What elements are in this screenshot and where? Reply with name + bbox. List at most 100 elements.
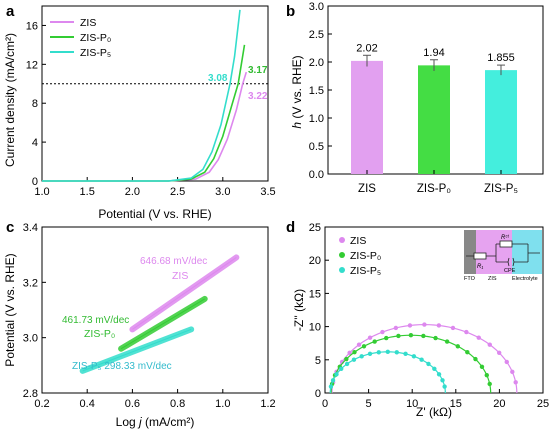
panel-d-data-point — [330, 378, 336, 383]
panel-c-y-tick-label: 2.8 — [23, 388, 38, 400]
panel-d-data-point — [510, 369, 515, 375]
panel-d-y-tick-label: 15 — [309, 288, 321, 300]
panel-d-data-point — [359, 354, 364, 359]
legend-label-zis-p0: ZIS-P₀ — [350, 250, 381, 262]
panel-a-xlabel: Potential (V vs. RHE) — [98, 207, 211, 221]
panel-d-data-point — [476, 335, 481, 340]
inset-resistor-rct — [499, 240, 513, 248]
panel-c-y-tick-label: 3.0 — [23, 333, 38, 345]
bar-value-label: 1.855 — [487, 52, 515, 64]
panel-d-y-tick-label: 5 — [315, 355, 321, 367]
panel-a-letter: a — [6, 3, 15, 20]
panel-a-x-tick-label: 3.5 — [260, 186, 275, 198]
panel-d-data-point — [352, 349, 357, 355]
inset-cpe-symbol — [507, 257, 515, 267]
panel-b-y-tick-label: 0.5 — [309, 141, 324, 153]
panel-b: b 0.0 0.5 1.0 1.5 2.0 2.5 3.0 2.02 ZIS 1.94 ZIS-P… — [286, 1, 544, 195]
bar-category-label: ZIS-P₀ — [417, 183, 451, 195]
legend-label-zis-p0: ZIS-P₀ — [80, 32, 111, 44]
panel-d-y-tick-label: 20 — [309, 255, 321, 267]
panel-d-data-point — [436, 372, 442, 377]
panel-b-y-tick-label: 2.0 — [309, 57, 324, 69]
panel-a-x-tick-label: 1.5 — [80, 186, 95, 198]
panel-d-x-tick-label: 10 — [406, 398, 418, 410]
bar — [418, 65, 450, 174]
panel-d-data-point — [487, 342, 492, 347]
inset-zis-region — [476, 230, 512, 274]
panel-d-data-point — [464, 329, 469, 335]
name-label-zis-p5: ZIS-P₅ — [72, 361, 102, 372]
inset-label-fto: FTO — [464, 276, 476, 282]
annotation-3-17: 3.17 — [248, 65, 268, 76]
panel-a-x-tick-label: 2.0 — [125, 186, 140, 198]
panel-d-data-point — [465, 349, 470, 355]
slope-label-zis-p5: 298.33 mV/dec — [104, 361, 171, 372]
panel-d-data-point — [380, 329, 385, 335]
panel-b-y-tick-label: 1.5 — [309, 85, 324, 97]
panel-d-x-tick-label: 20 — [493, 398, 505, 410]
panel-a-y-ticks: 0 4 8 12 16 — [26, 20, 46, 188]
panel-a-y-tick-label: 12 — [26, 59, 38, 71]
panel-d-x-tick-label: 25 — [537, 398, 549, 410]
bar-category-label: ZIS-P₅ — [484, 183, 518, 195]
panel-c-fit-line — [82, 328, 192, 372]
panel-b-y-tick-label: 1.0 — [309, 113, 324, 125]
panel-c: c 0.2 0.4 0.6 0.8 1.0 1.2 2.8 3.0 3.2 3.4 Log j … — [3, 219, 276, 429]
panel-d-data-point — [393, 325, 399, 331]
name-label-zis: ZIS — [172, 270, 188, 282]
panel-c-ylabel: Potential (V vs. RHE) — [3, 253, 17, 366]
panel-a-x-tick-label: 3.0 — [215, 186, 230, 198]
legend-label-zis: ZIS — [80, 17, 96, 29]
panel-d-data-point — [484, 372, 489, 378]
bar-value-label: 2.02 — [356, 42, 377, 54]
bar — [351, 60, 383, 174]
panel-c-x-tick-label: 1.2 — [260, 398, 275, 410]
panel-d-data-point — [356, 342, 362, 347]
panel-a-ylabel: Current density (mA/cm²) — [3, 33, 17, 167]
panel-d-data-point — [496, 350, 502, 356]
panel-d-x-tick-label: 15 — [450, 398, 462, 410]
bar — [485, 70, 517, 174]
panel-d-data-point — [479, 364, 485, 369]
panel-d-data-point — [440, 378, 445, 383]
panel-a-frame — [41, 5, 269, 182]
panel-d-data-point — [513, 380, 518, 385]
inset-label-electrolyte: Electrolyte — [512, 276, 538, 282]
panel-d-frame — [324, 226, 544, 394]
slope-label-zis: 646.68 mV/dec — [140, 256, 207, 267]
equivalent-circuit-inset: R₁ Rᶜᵗ CPE FTO ZIS Electrolyte — [464, 230, 542, 282]
panel-d-x-tick-label: 0 — [322, 398, 328, 410]
panel-d-data-point — [347, 350, 352, 356]
panel-a-x-ticks: 1.0 1.5 2.0 2.5 3.0 3.5 — [34, 177, 276, 198]
panel-d-fit-arc — [330, 334, 492, 394]
panel-b-ylabel: h (V vs. RHE) — [290, 55, 304, 128]
panel-d: d 0 5 10 15 20 25 0 5 10 15 20 25 Z' (kΩ) -Z'' (kΩ… — [286, 219, 549, 419]
panel-c-xlabel: Log j (mA/cm²) — [116, 415, 195, 429]
panel-c-y-ticks: 2.8 3.0 3.2 3.4 — [23, 222, 46, 400]
inset-label-r1: R₁ — [477, 264, 483, 270]
panel-a-y-tick-label: 0 — [32, 176, 38, 188]
panel-a-y-tick-label: 4 — [32, 137, 38, 149]
panel-d-data-point — [361, 344, 367, 349]
panel-d-data-point — [367, 335, 373, 340]
name-label-zis-p0: ZIS-P₀ — [84, 328, 115, 340]
annotation-3-22: 3.22 — [248, 91, 268, 102]
panel-d-data-point — [473, 356, 478, 362]
panel-d-y-ticks: 0 5 10 15 20 25 — [309, 222, 329, 400]
panel-c-x-tick-label: 0.2 — [34, 398, 49, 410]
panel-c-x-tick-label: 0.8 — [170, 398, 185, 410]
panel-a-series-line — [42, 44, 246, 182]
panel-c-x-tick-label: 0.4 — [80, 398, 95, 410]
panel-c-y-tick-label: 3.4 — [23, 222, 38, 234]
panel-d-data-point — [450, 325, 456, 331]
panel-d-legend: ZIS ZIS-P₀ ZIS-P₅ — [339, 235, 381, 277]
legend-marker-zis — [339, 237, 345, 243]
panel-b-y-tick-label: 3.0 — [309, 1, 324, 13]
panel-a-series — [42, 9, 248, 182]
panel-c-frame — [41, 226, 269, 394]
panel-c-y-tick-label: 3.2 — [23, 277, 38, 289]
panel-d-data-point — [384, 335, 389, 341]
panel-d-data-point — [487, 381, 492, 387]
panel-c-x-tick-label: 1.0 — [215, 398, 230, 410]
